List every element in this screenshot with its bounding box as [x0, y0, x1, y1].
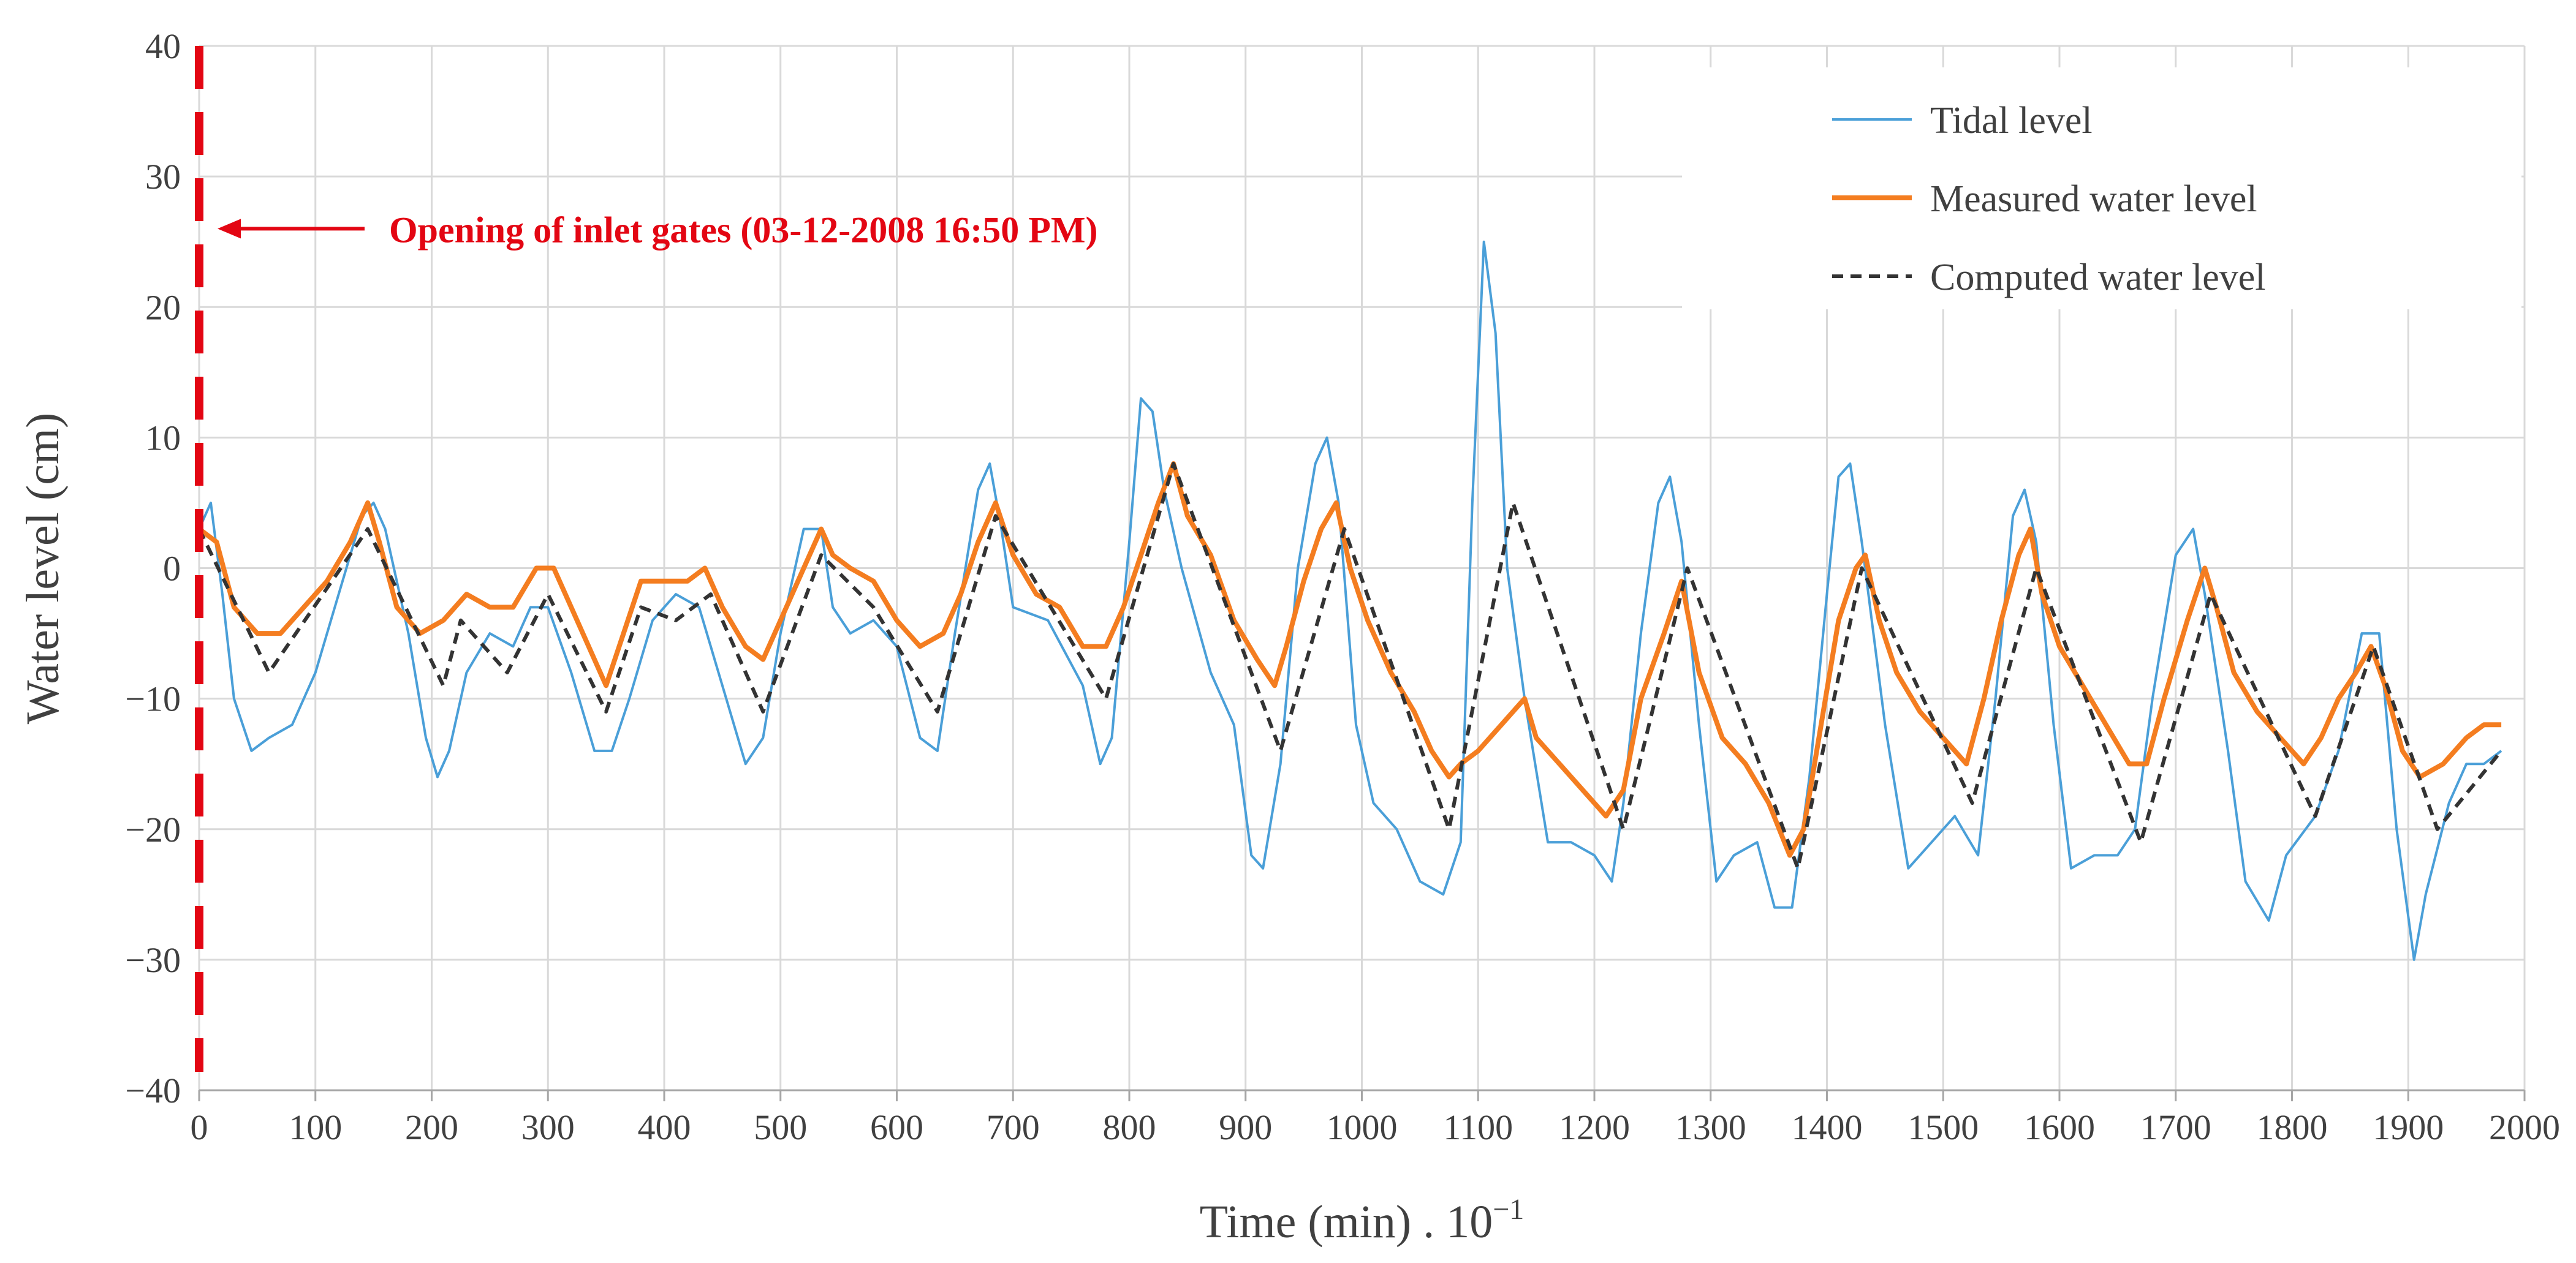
x-tick-label: 1700	[2140, 1107, 2211, 1147]
x-axis-title-text: Time (min) . 10	[1200, 1196, 1493, 1248]
x-tick-label: 1400	[1792, 1107, 1863, 1147]
series-line-1	[198, 240, 2502, 961]
annotation-arrow-head	[218, 219, 241, 239]
series-line-2	[197, 461, 2502, 858]
x-tick-label: 900	[1219, 1107, 1272, 1147]
x-tick-label: 1900	[2373, 1107, 2444, 1147]
x-tick-label: 0	[191, 1107, 208, 1147]
x-tick-label: 2000	[2489, 1107, 2560, 1147]
x-tick-label: 1000	[1327, 1107, 1398, 1147]
x-axis-title: Time (min) . 10−1	[1200, 1193, 1525, 1248]
legend-label: Tidal level	[1930, 100, 2093, 141]
legend-box	[1682, 67, 2521, 309]
x-tick-label: 1300	[1675, 1107, 1746, 1147]
x-tick-label: 1500	[1907, 1107, 1979, 1147]
y-tick-label: 40	[145, 26, 181, 66]
y-tick-label: −40	[125, 1071, 181, 1110]
y-tick-label: 0	[163, 549, 181, 589]
series-line-3	[197, 462, 2503, 870]
y-tick-label: −20	[125, 810, 181, 850]
legend-label: Computed water level	[1930, 257, 2266, 298]
y-tick-label: 20	[145, 287, 181, 327]
gate-annotation-text: Opening of inlet gates (03-12-2008 16:50…	[389, 209, 1098, 250]
x-tick-label: 200	[405, 1107, 458, 1147]
x-tick-label: 1800	[2257, 1107, 2328, 1147]
x-tick-label: 400	[638, 1107, 691, 1147]
y-tick-label: −30	[125, 940, 181, 980]
x-tick-label: 1100	[1443, 1107, 1513, 1147]
y-tick-label: 30	[145, 157, 181, 197]
legend-label: Measured water level	[1930, 178, 2257, 220]
series-group	[197, 240, 2503, 961]
x-tick-label: 500	[754, 1107, 807, 1147]
x-tick-label: 300	[521, 1107, 575, 1147]
x-tick-label: 1600	[2024, 1107, 2095, 1147]
y-axis: 40 30 20 10 0 −10 −20 −30 −40	[125, 26, 181, 1110]
x-axis-title-exponent: −1	[1493, 1193, 1524, 1226]
y-tick-label: −10	[125, 679, 181, 719]
x-tick-label: 1200	[1559, 1107, 1630, 1147]
y-tick-label: 10	[145, 418, 181, 458]
x-tick-label: 700	[987, 1107, 1040, 1147]
y-axis-title: Water level (cm)	[17, 413, 69, 725]
legend: Tidal level Measured water level Computed …	[1682, 67, 2521, 309]
x-tick-label: 600	[870, 1107, 923, 1147]
x-tick-label: 800	[1103, 1107, 1156, 1147]
x-tick-label: 100	[289, 1107, 342, 1147]
gate-annotation: Opening of inlet gates (03-12-2008 16:50…	[195, 46, 1098, 1072]
x-axis: 0 100 200 300 400 500 600 700 800 900 1000 1100 1200…	[191, 1089, 2560, 1147]
